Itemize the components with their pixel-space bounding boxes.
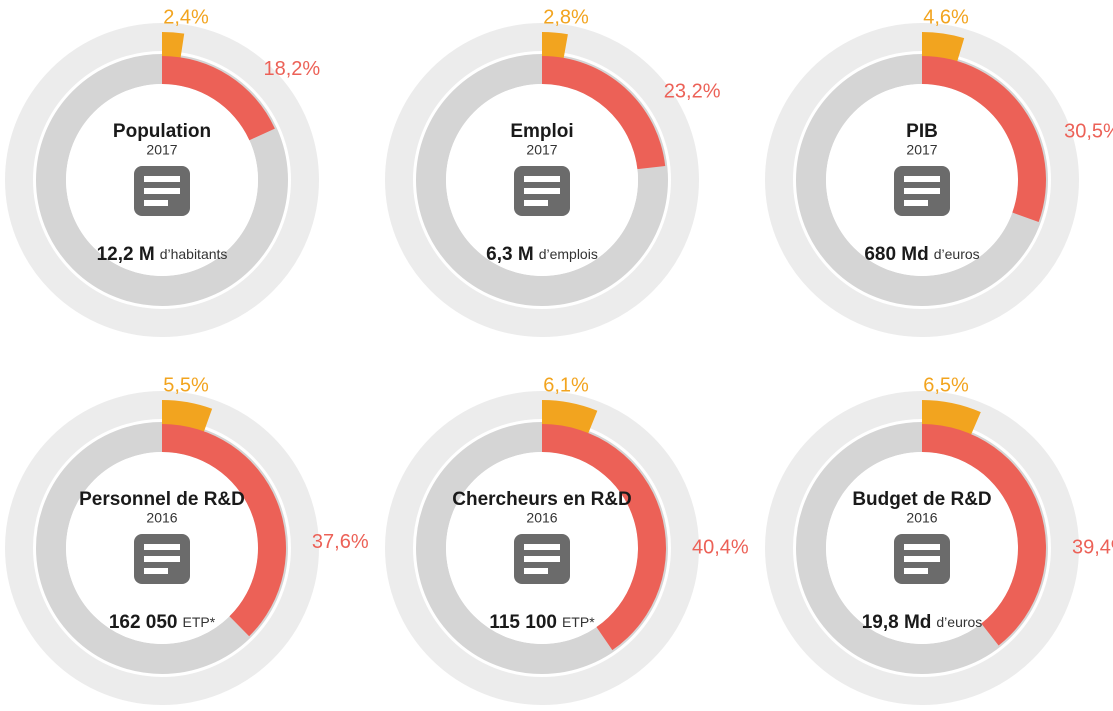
inner-arc (542, 56, 666, 170)
outer-arc (922, 400, 981, 437)
outer-pct-label: 4,6% (923, 6, 969, 28)
outer-pct-label: 2,4% (163, 6, 209, 28)
inner-pct-label: 40,4% (692, 536, 749, 558)
headline-value: 6,3 M (486, 244, 534, 265)
icon-detail (144, 568, 168, 574)
headline-unit: ETP* (183, 614, 216, 630)
icon-detail (144, 176, 180, 182)
ring-year: 2017 (146, 142, 177, 158)
headline-unit: d’euros (936, 614, 982, 630)
ring-headline: 6,3 M d’emplois (486, 244, 598, 265)
headline-value: 680 Md (864, 244, 928, 265)
icon-detail (904, 568, 928, 574)
inner-arc (922, 56, 1046, 223)
ring-headline: 162 050 ETP* (109, 612, 216, 633)
inner-pct-label: 30,5% (1064, 120, 1113, 142)
ring-headline: 680 Md d’euros (864, 244, 979, 265)
ring-headline: 12,2 M d’habitants (97, 244, 228, 265)
icon-detail (524, 200, 548, 206)
ring-title: Budget de R&D (852, 489, 991, 510)
outer-pct-label: 2,8% (543, 6, 589, 28)
inner-pct-label: 37,6% (312, 531, 369, 553)
ring-year: 2016 (146, 510, 177, 526)
outer-pct-label: 6,1% (543, 374, 589, 396)
inner-arc (162, 56, 275, 141)
ring-title: Chercheurs en R&D (452, 489, 632, 510)
headline-value: 162 050 (109, 612, 178, 633)
ring-title: Personnel de R&D (79, 489, 245, 510)
ring-year: 2017 (906, 142, 937, 158)
icon-detail (144, 544, 180, 550)
headline-value: 12,2 M (97, 244, 155, 265)
icon-detail (144, 556, 180, 562)
icon-detail (524, 188, 560, 194)
icon-detail (904, 188, 940, 194)
outer-arc (162, 32, 185, 60)
icon-detail (144, 200, 168, 206)
ring-title: Population (113, 121, 211, 142)
headline-unit: d’habitants (160, 246, 228, 262)
headline-value: 115 100 (489, 612, 557, 633)
icon-detail (904, 176, 940, 182)
outer-pct-label: 6,5% (923, 374, 969, 396)
icon-detail (524, 556, 560, 562)
inner-arc (922, 424, 1046, 646)
icon-detail (524, 568, 548, 574)
icon-detail (904, 544, 940, 550)
icon-detail (904, 556, 940, 562)
ring-year: 2016 (526, 510, 557, 526)
headline-unit: d’euros (934, 246, 980, 262)
inner-pct-label: 18,2% (264, 58, 321, 80)
outer-arc (542, 32, 568, 60)
headline-unit: d’emplois (539, 246, 598, 262)
ring-headline: 115 100 ETP* (489, 612, 595, 633)
inner-pct-label: 39,4% (1072, 536, 1113, 558)
icon-detail (144, 188, 180, 194)
ring-year: 2016 (906, 510, 937, 526)
icon-detail (524, 544, 560, 550)
inner-arc (542, 424, 667, 651)
ring-title: PIB (906, 121, 938, 142)
icon-detail (524, 176, 560, 182)
ring-headline: 19,8 Md d’euros (862, 612, 983, 633)
ring-year: 2017 (526, 142, 557, 158)
outer-pct-label: 5,5% (163, 374, 209, 396)
outer-arc (922, 32, 965, 64)
inner-arc (162, 424, 287, 637)
inner-pct-label: 23,2% (664, 81, 721, 103)
icon-detail (904, 200, 928, 206)
ring-title: Emploi (510, 121, 573, 142)
headline-unit: ETP* (562, 614, 595, 630)
headline-value: 19,8 Md (862, 612, 932, 633)
